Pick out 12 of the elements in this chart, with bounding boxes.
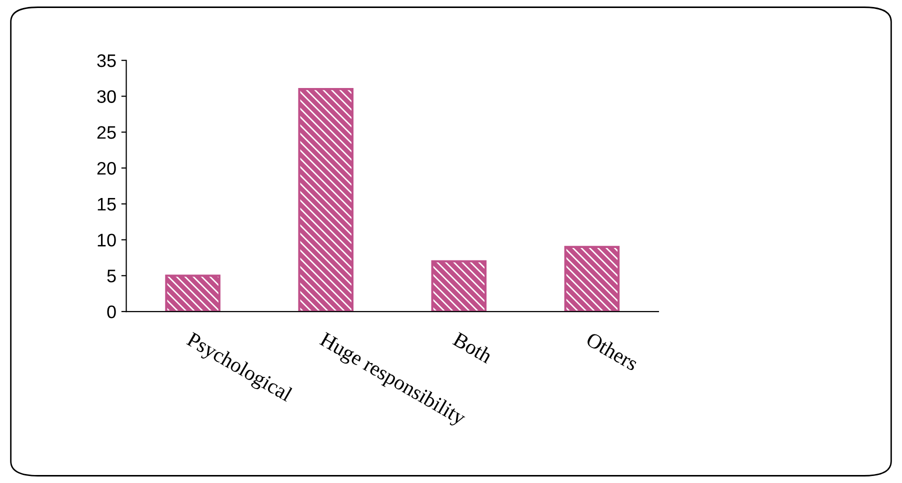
y-tick-label: 25 (97, 126, 116, 139)
bar (564, 246, 620, 312)
y-tick-label: 5 (107, 270, 116, 282)
y-tick-label: 15 (98, 198, 116, 211)
bar (431, 260, 487, 312)
bar (298, 88, 354, 312)
y-tick-label: 35 (97, 54, 116, 68)
y-tick-label: 10 (98, 234, 116, 246)
y-tick-label: 0 (107, 305, 116, 318)
y-tick-label: 20 (97, 162, 116, 175)
bar (165, 274, 220, 312)
y-tick-label: 30 (97, 90, 116, 103)
